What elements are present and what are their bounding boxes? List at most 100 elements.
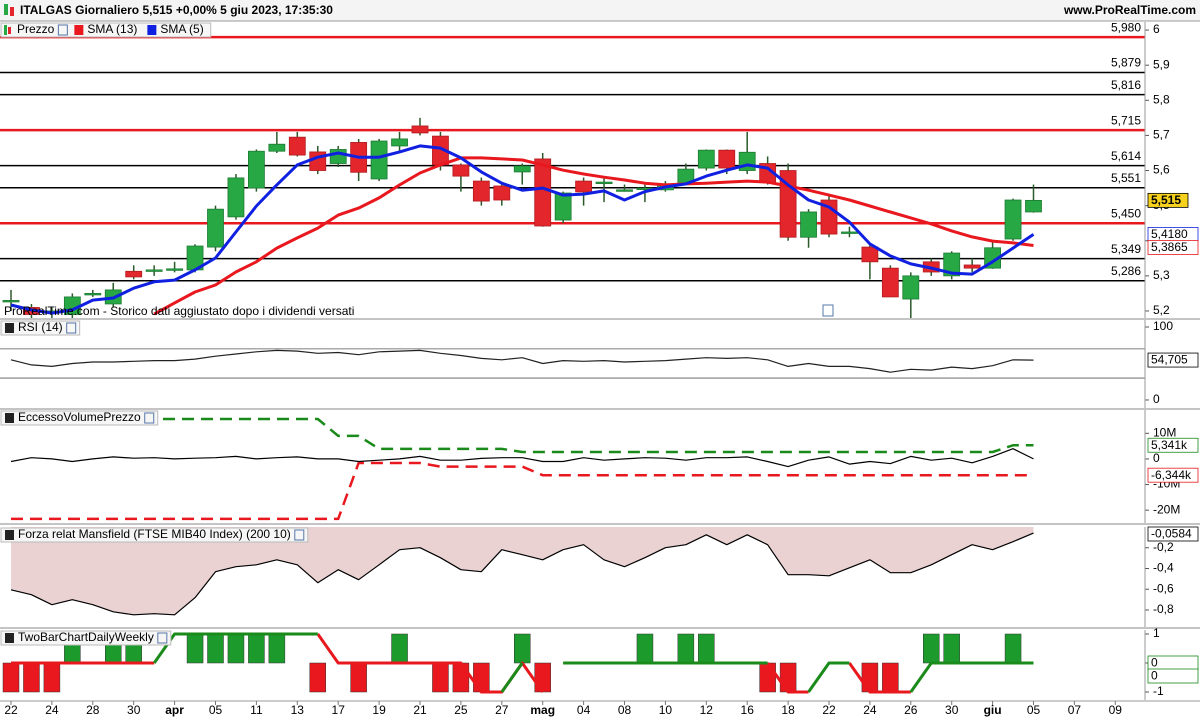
value-marker-label: 5,3865 bbox=[1151, 240, 1188, 254]
level-label: 5,551 bbox=[1111, 171, 1141, 185]
candle-body bbox=[207, 208, 224, 248]
candle-body bbox=[247, 150, 265, 189]
level-label: 5,286 bbox=[1111, 264, 1141, 278]
x-tick-label: 28 bbox=[86, 703, 100, 717]
candle-body bbox=[595, 181, 613, 185]
title-icon bbox=[5, 413, 14, 423]
panel-title: RSI (14) bbox=[18, 320, 63, 334]
x-tick-label: 30 bbox=[945, 703, 959, 717]
value-marker bbox=[1147, 352, 1199, 368]
bar bbox=[248, 633, 265, 664]
x-tick-label: 22 bbox=[822, 703, 836, 717]
candle-body bbox=[370, 140, 388, 180]
x-tick-label: 13 bbox=[291, 703, 305, 717]
legend-label: Prezzo bbox=[17, 22, 55, 36]
value-marker bbox=[1147, 668, 1199, 684]
series-line bbox=[153, 156, 1034, 316]
x-tick-label: 22 bbox=[4, 703, 18, 717]
candle-body bbox=[411, 125, 429, 134]
candle-body bbox=[943, 252, 961, 277]
panel-title: Forza relat Mansfield (FTSE MIB40 Index)… bbox=[18, 527, 291, 541]
level-label: 5,715 bbox=[1111, 113, 1141, 127]
value-marker-label: -0,0584 bbox=[1151, 527, 1192, 541]
candle-body bbox=[513, 165, 531, 173]
candle-body bbox=[800, 211, 817, 238]
level-label: 5,879 bbox=[1111, 56, 1141, 70]
value-marker bbox=[1147, 526, 1199, 542]
bar bbox=[2, 662, 20, 693]
x-tick-label: 10 bbox=[659, 703, 673, 717]
title-icon bbox=[5, 530, 14, 540]
x-tick-label: 27 bbox=[495, 703, 509, 717]
bar bbox=[514, 633, 531, 664]
bar bbox=[432, 662, 449, 693]
y-tick-label: 1 bbox=[1153, 626, 1160, 640]
y-tick-label: 5,7 bbox=[1153, 128, 1170, 142]
candle-body bbox=[452, 164, 470, 177]
title-box bbox=[0, 320, 81, 336]
candle-body bbox=[881, 267, 899, 298]
x-tick-label: 05 bbox=[209, 703, 223, 717]
value-marker bbox=[1147, 192, 1189, 208]
bar bbox=[534, 662, 551, 693]
x-tick-label: 16 bbox=[741, 703, 755, 717]
series-line bbox=[152, 632, 1034, 693]
header-site[interactable]: www.ProRealTime.com bbox=[1063, 3, 1196, 17]
bar bbox=[636, 633, 654, 664]
x-tick-label: 08 bbox=[618, 703, 632, 717]
wrench-icon bbox=[157, 632, 168, 644]
wrench-icon bbox=[57, 24, 68, 36]
y-tick-label: -0,8 bbox=[1153, 602, 1174, 616]
bar bbox=[452, 662, 470, 693]
x-tick-label: 05 bbox=[1027, 703, 1041, 717]
candle-body bbox=[575, 180, 592, 193]
bar bbox=[43, 662, 61, 693]
series-line bbox=[10, 144, 1035, 315]
candle-body bbox=[697, 149, 715, 169]
level-label: 5,450 bbox=[1111, 206, 1141, 220]
title-icon bbox=[5, 633, 14, 643]
value-marker-label: -6,344k bbox=[1151, 468, 1192, 482]
bar bbox=[698, 633, 715, 664]
x-tick-label: 17 bbox=[332, 703, 346, 717]
x-tick-label: 18 bbox=[781, 703, 795, 717]
header-bar bbox=[0, 0, 1200, 21]
bar bbox=[882, 662, 899, 693]
candle-body bbox=[391, 138, 408, 147]
bar bbox=[391, 633, 408, 664]
bar bbox=[23, 662, 40, 693]
y-tick-label: -1 bbox=[1153, 684, 1164, 698]
y-tick-label: 10M bbox=[1153, 425, 1176, 439]
legend-box bbox=[0, 22, 212, 38]
level-label: 5,980 bbox=[1111, 20, 1141, 34]
legend-label: SMA (13) bbox=[87, 22, 137, 36]
candle-body bbox=[493, 185, 511, 201]
title-box bbox=[0, 630, 172, 646]
candle-body bbox=[902, 275, 920, 300]
title-icon bbox=[5, 323, 14, 333]
header-icon bbox=[10, 7, 14, 16]
bar bbox=[207, 633, 224, 664]
y-tick-label: 5,6 bbox=[1153, 163, 1170, 177]
candle-body bbox=[1025, 199, 1042, 213]
y-tick-label: 5,2 bbox=[1153, 303, 1170, 317]
value-marker bbox=[1147, 467, 1199, 483]
bar bbox=[186, 633, 204, 664]
legend-icon bbox=[4, 25, 7, 35]
wrench-icon bbox=[66, 322, 77, 334]
x-tick-label: 26 bbox=[904, 703, 918, 717]
x-tick-label: 09 bbox=[1109, 703, 1123, 717]
candle-body bbox=[861, 246, 879, 263]
level-label: 5,816 bbox=[1111, 78, 1141, 92]
y-tick-label: -0,2 bbox=[1153, 540, 1174, 554]
y-tick-label: 0 bbox=[1153, 451, 1160, 465]
x-tick-label: 21 bbox=[413, 703, 427, 717]
panel-title: EccessoVolumePrezzo bbox=[18, 410, 141, 424]
legend-icon bbox=[8, 27, 11, 34]
legend-swatch bbox=[74, 25, 84, 35]
legend-label: SMA (5) bbox=[160, 22, 203, 36]
bar bbox=[943, 633, 960, 664]
calendar-icon bbox=[822, 304, 834, 317]
